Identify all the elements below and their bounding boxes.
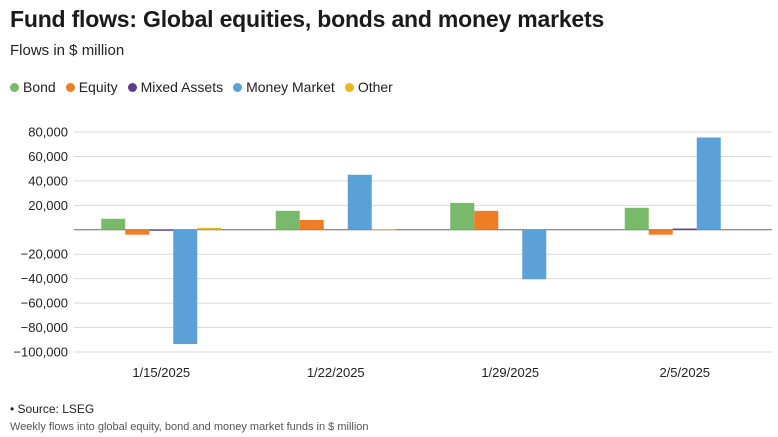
bar-bond [101, 218, 126, 230]
x-tick-label: 1/22/2025 [307, 365, 365, 380]
bar-money-market [696, 137, 721, 230]
y-tick-label: −40,000 [21, 271, 68, 286]
legend-dot-icon [10, 82, 19, 92]
legend-item-other: Other [344, 79, 393, 95]
legend-dot-icon [233, 82, 243, 92]
legend-item-mixed-assets: Mixed Assets [127, 79, 224, 95]
bar-chart: 80,000 60,000 40,000 20,000 −20,000 −40,000 −6… [13, 125, 772, 380]
bar-mixed-assets [672, 228, 697, 230]
bar-mixed-assets [149, 229, 174, 231]
x-tick-label: 1/15/2025 [132, 365, 190, 380]
chart-legend: Bond Equity Mixed Assets Money Market Ot… [10, 79, 393, 95]
legend-label: Mixed Assets [140, 79, 224, 95]
chart-caption: Weekly flows into global equity, bond an… [10, 421, 369, 433]
legend-dot-icon [344, 82, 354, 92]
bar-money-market [347, 174, 372, 230]
bar-other [371, 229, 396, 231]
y-tick-label: −60,000 [21, 296, 68, 311]
y-tick-label: 80,000 [28, 125, 68, 140]
x-tick-label: 2/5/2025 [659, 365, 710, 380]
legend-dot-icon [65, 82, 75, 92]
legend-label: Money Market [246, 79, 335, 95]
legend-item-money-market: Money Market [233, 79, 335, 95]
bar-equity [125, 229, 150, 235]
bar-equity [474, 210, 499, 230]
bar-money-market [522, 229, 547, 280]
y-tick-label: 20,000 [28, 198, 68, 213]
bar-bond [450, 202, 475, 230]
y-tick-label: −20,000 [21, 247, 68, 262]
bar-bond [275, 210, 300, 230]
chart-title: Fund flows: Global equities, bonds and m… [10, 6, 605, 32]
y-tick-label: −100,000 [13, 345, 68, 360]
y-tick-label: −80,000 [21, 320, 68, 335]
legend-item-equity: Equity [65, 79, 118, 95]
bar-other [197, 227, 222, 230]
legend-item-bond: Bond [10, 79, 56, 95]
legend-label: Equity [78, 79, 118, 95]
y-tick-label: 60,000 [28, 149, 68, 164]
bar-money-market [173, 229, 198, 345]
x-tick-label: 1/29/2025 [481, 365, 539, 380]
bar-equity [299, 220, 324, 230]
y-tick-label: 40,000 [28, 173, 68, 188]
legend-label: Bond [23, 79, 56, 95]
bar-equity [648, 229, 673, 235]
chart-subtitle: Flows in $ million [10, 42, 125, 59]
bar-bond [624, 207, 649, 230]
source-note: • Source: LSEG [10, 402, 95, 416]
legend-dot-icon [127, 82, 137, 92]
legend-label: Other [357, 79, 393, 95]
